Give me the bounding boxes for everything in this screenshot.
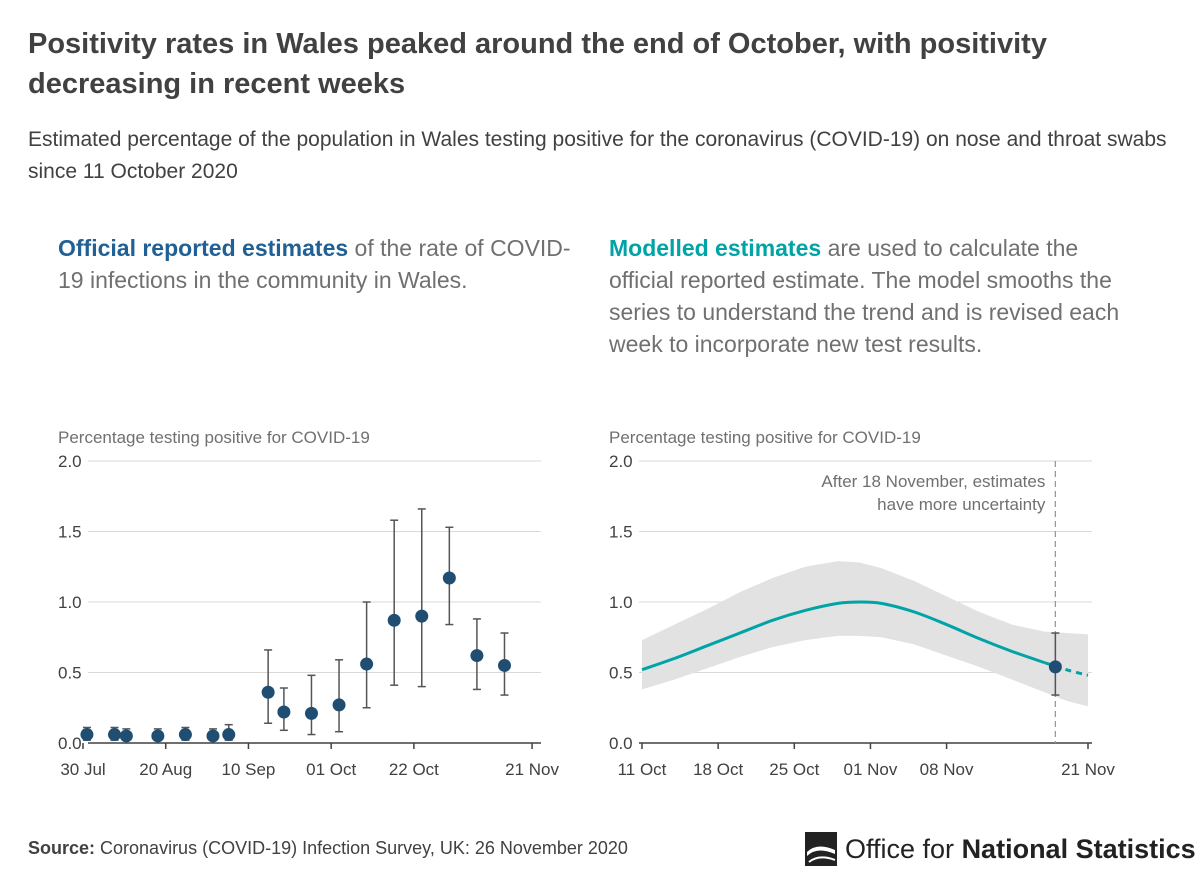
official-estimates-data-point bbox=[222, 728, 236, 742]
modelled-estimates-annotation-line-2: have more uncertainty bbox=[877, 495, 1046, 514]
official-estimates-x-tick-label: 20 Aug bbox=[139, 760, 192, 779]
chart-title: Positivity rates in Wales peaked around … bbox=[28, 28, 1047, 100]
modelled-estimates-y-axis-label: Percentage testing positive for COVID-19 bbox=[609, 428, 921, 447]
right-panel-lead: Modelled estimates bbox=[609, 235, 822, 261]
ons-logo: Office for National Statistics bbox=[805, 828, 1196, 870]
official-estimates-data-point bbox=[442, 571, 456, 585]
official-estimates-data-point bbox=[108, 728, 122, 742]
modelled-estimates-x-tick-label: 11 Oct bbox=[618, 760, 667, 779]
official-estimates-data-point bbox=[304, 706, 318, 720]
ons-logo-light: Office for bbox=[845, 833, 955, 864]
source-label: Source: bbox=[28, 838, 96, 858]
modelled-estimates-y-tick-label: 0.0 bbox=[609, 734, 633, 753]
official-estimates-y-tick-label: 2.0 bbox=[58, 452, 82, 471]
right-panel-heading: Modelled estimates are used to calculate… bbox=[609, 232, 1149, 360]
left-panel-lead: Official reported estimates bbox=[58, 235, 349, 261]
modelled-estimates-y-tick-label: 0.5 bbox=[609, 664, 633, 683]
modelled-estimates-x-tick-label: 21 Nov bbox=[1061, 760, 1115, 779]
modelled-estimates-annotation-line-1: After 18 November, estimates bbox=[821, 472, 1045, 491]
official-estimates-data-point bbox=[206, 729, 220, 743]
official-estimates-y-tick-label: 1.5 bbox=[58, 523, 82, 542]
official-estimates-y-tick-label: 0.0 bbox=[58, 734, 82, 753]
modelled-estimates-uncertainty-band bbox=[642, 561, 1088, 707]
official-estimates-data-point bbox=[178, 728, 192, 742]
modelled-estimates-x-tick-label: 08 Nov bbox=[920, 760, 974, 779]
official-estimates-x-tick-label: 30 Jul bbox=[60, 760, 105, 779]
modelled-estimates-x-tick-label: 25 Oct bbox=[769, 760, 819, 779]
official-estimates-data-point bbox=[277, 705, 291, 719]
left-panel-heading: Official reported estimates of the rate … bbox=[58, 232, 578, 296]
official-estimates-data-point bbox=[151, 729, 165, 743]
ons-logo-bold: National Statistics bbox=[961, 833, 1196, 864]
modelled-estimates-y-tick-label: 1.0 bbox=[609, 593, 633, 612]
modelled-estimates-y-tick-label: 1.5 bbox=[609, 523, 633, 542]
modelled-estimates-x-tick-label: 18 Oct bbox=[693, 760, 743, 779]
official-estimates-data-point bbox=[332, 698, 346, 712]
official-estimates-data-point bbox=[497, 658, 511, 672]
ons-logo-text: Office for National Statistics bbox=[845, 834, 1196, 865]
modelled-estimates-model-line-projected bbox=[1044, 661, 1089, 677]
source-text: Coronavirus (COVID-19) Infection Survey,… bbox=[95, 838, 628, 858]
official-estimates-y-tick-label: 0.5 bbox=[58, 664, 82, 683]
official-estimates-data-point bbox=[80, 728, 94, 742]
official-estimates-data-point bbox=[261, 685, 275, 699]
source-note: Source: Coronavirus (COVID-19) Infection… bbox=[28, 838, 628, 859]
chart-subtitle: Estimated percentage of the population i… bbox=[28, 128, 1167, 183]
official-estimates-data-point bbox=[387, 613, 401, 627]
modelled-estimates-y-tick-label: 2.0 bbox=[609, 452, 633, 471]
official-estimates-y-tick-label: 1.0 bbox=[58, 593, 82, 612]
official-estimates-data-point bbox=[470, 649, 484, 663]
left-panel-text: of the rate of COVID-19 infections in th… bbox=[58, 235, 571, 293]
modelled-estimates-model-line bbox=[641, 600, 1045, 672]
official-estimates-data-point bbox=[360, 657, 374, 671]
official-estimates-x-tick-label: 21 Nov bbox=[505, 760, 559, 779]
right-panel-text: are used to calculate the official repor… bbox=[609, 235, 1120, 357]
official-estimates-x-tick-label: 10 Sep bbox=[221, 760, 275, 779]
official-estimates-data-point bbox=[415, 609, 429, 623]
modelled-estimates-latest-point bbox=[1048, 660, 1062, 674]
ons-logo-icon bbox=[805, 832, 837, 866]
official-estimates-data-point bbox=[119, 729, 133, 743]
modelled-estimates-x-tick-label: 01 Nov bbox=[844, 760, 898, 779]
official-estimates-x-tick-label: 22 Oct bbox=[389, 760, 439, 779]
official-estimates-y-axis-label: Percentage testing positive for COVID-19 bbox=[58, 428, 370, 447]
official-estimates-x-tick-label: 01 Oct bbox=[306, 760, 356, 779]
